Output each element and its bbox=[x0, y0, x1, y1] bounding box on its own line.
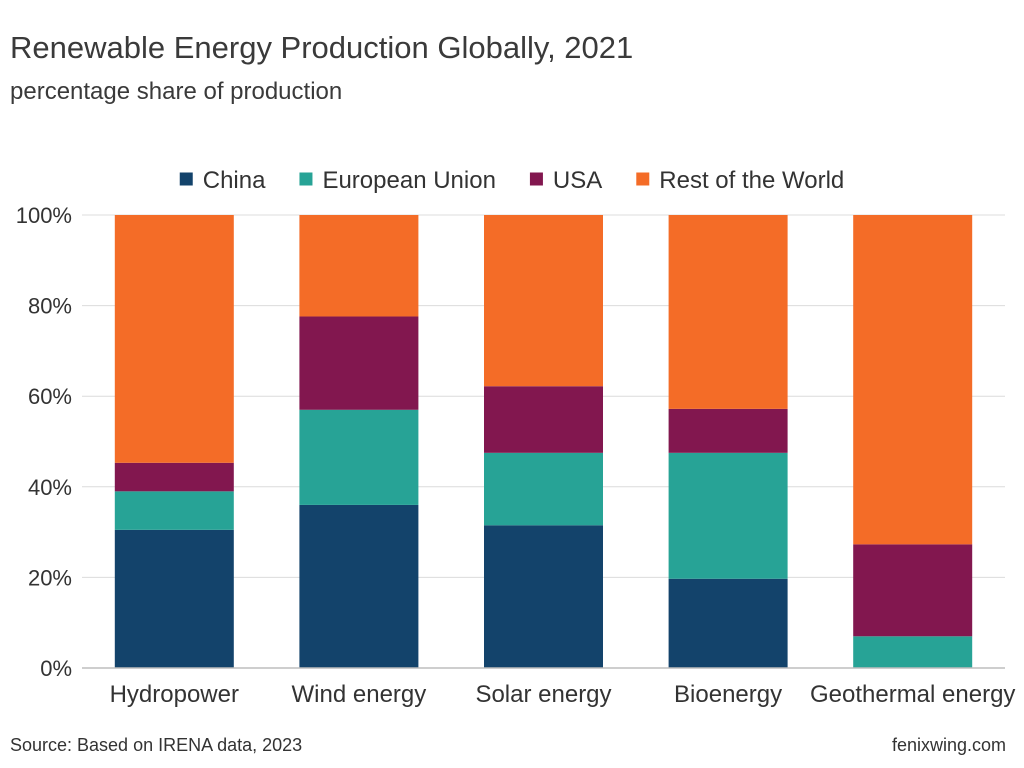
bar-segment bbox=[668, 578, 788, 668]
y-tick-label: 40% bbox=[28, 475, 72, 500]
bar-segment bbox=[853, 215, 973, 545]
bar-segment bbox=[668, 408, 788, 453]
legend-label: European Union bbox=[322, 167, 495, 194]
x-tick-label: Geothermal energy bbox=[810, 681, 1015, 708]
x-tick-label: Wind energy bbox=[292, 681, 427, 708]
y-tick-label: 20% bbox=[28, 565, 72, 590]
bar-segment bbox=[299, 409, 419, 505]
legend-swatch bbox=[529, 172, 543, 186]
legend-swatch bbox=[636, 172, 650, 186]
bar-segment bbox=[484, 452, 603, 526]
bar-segment bbox=[299, 504, 419, 668]
legend: China European Union USA Rest of the World bbox=[179, 167, 844, 194]
bar-segment bbox=[114, 491, 234, 530]
legend-swatch bbox=[179, 172, 193, 186]
bar-segment bbox=[299, 316, 419, 410]
legend-label: China bbox=[203, 167, 266, 194]
legend-label: USA bbox=[553, 167, 602, 194]
chart-title: Renewable Energy Production Globally, 20… bbox=[10, 30, 634, 65]
y-tick-label: 0% bbox=[40, 656, 72, 681]
bar-segment bbox=[668, 215, 788, 409]
bar-segment bbox=[484, 525, 603, 668]
bar-segment bbox=[853, 544, 973, 637]
bar-segment bbox=[484, 215, 603, 387]
legend-swatch bbox=[299, 172, 313, 186]
brand-label: fenixwing.com bbox=[891, 735, 1006, 755]
x-tick-label: Bioenergy bbox=[674, 681, 782, 708]
bar-segment bbox=[484, 386, 603, 453]
y-tick-label: 60% bbox=[28, 384, 72, 409]
x-tick-label: Solar energy bbox=[475, 681, 611, 708]
bar-segment bbox=[114, 215, 234, 463]
chart-subtitle: percentage share of production bbox=[10, 78, 343, 105]
bar-segment bbox=[853, 636, 973, 668]
source-note: Source: Based on IRENA data, 2023 bbox=[10, 735, 303, 755]
legend-label: Rest of the World bbox=[659, 167, 844, 194]
x-tick-label: Hydropower bbox=[110, 681, 239, 708]
bar-segment bbox=[114, 462, 234, 492]
bar-segment bbox=[299, 215, 419, 317]
y-tick-label: 100% bbox=[16, 203, 72, 228]
y-tick-label: 80% bbox=[28, 294, 72, 319]
bar-segment bbox=[114, 529, 234, 668]
bar-segment bbox=[668, 452, 788, 579]
